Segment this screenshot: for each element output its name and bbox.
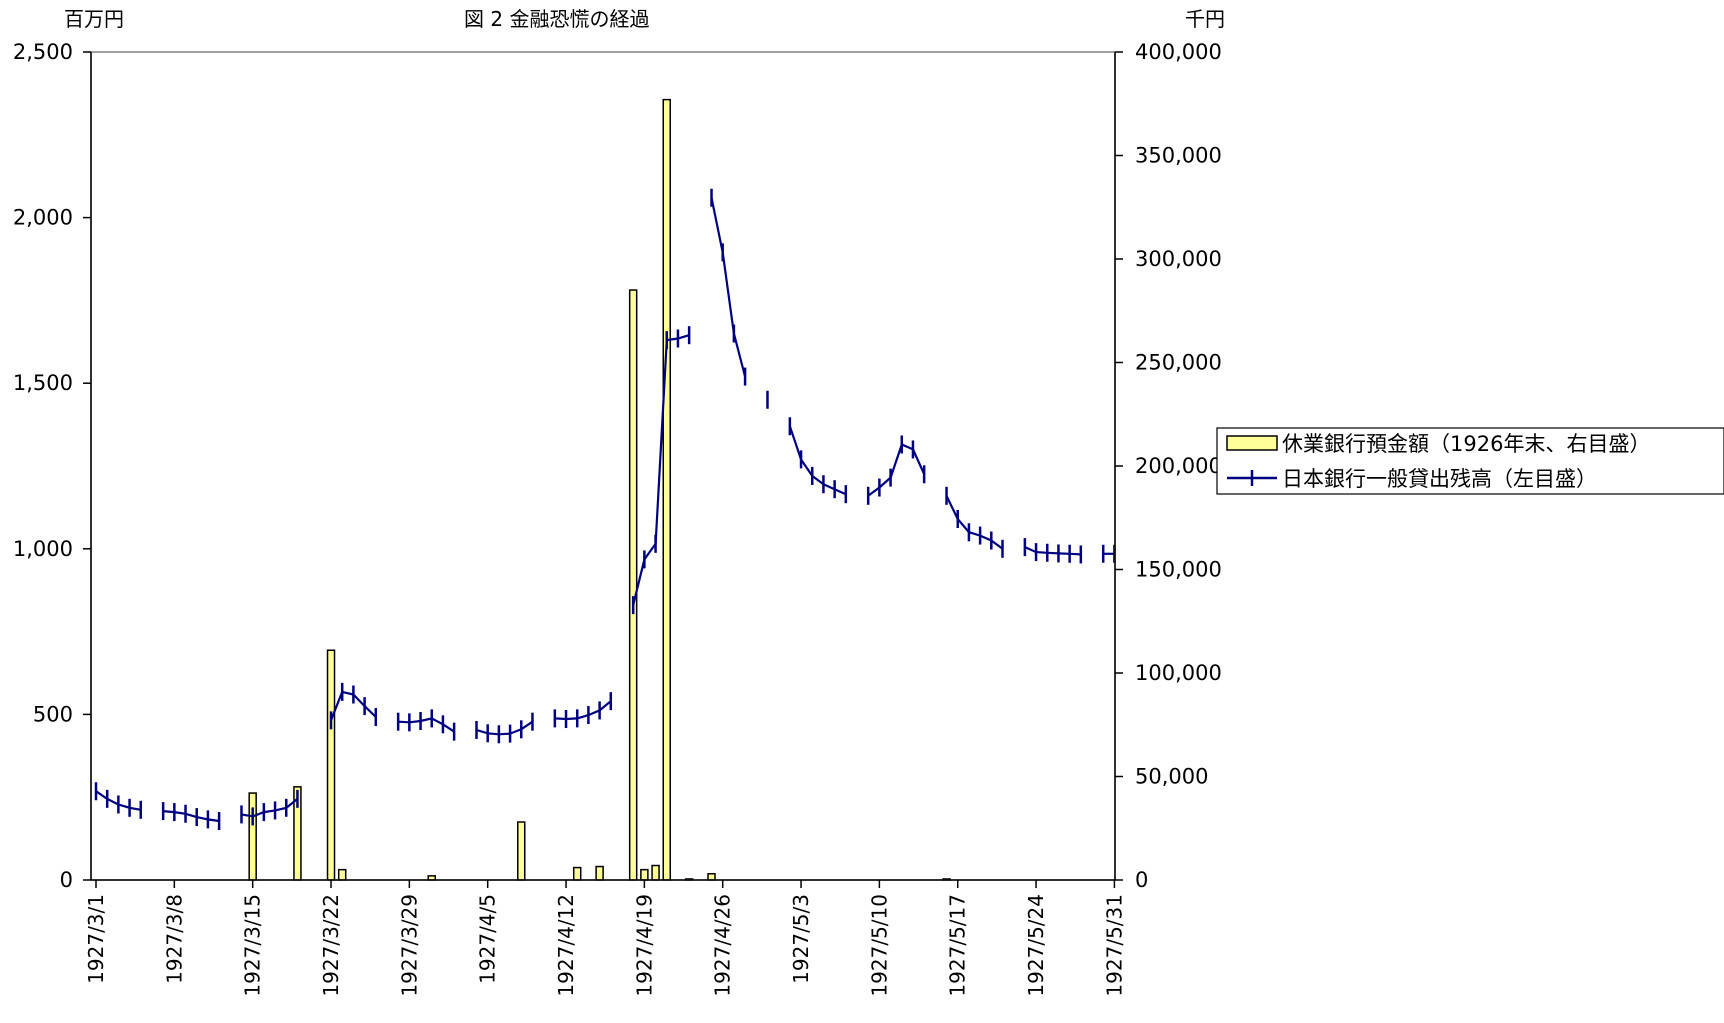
x-tick-label: 1927/3/1 bbox=[84, 894, 108, 984]
x-tick-label: 1927/5/10 bbox=[867, 894, 891, 997]
right-tick-label: 150,000 bbox=[1135, 558, 1222, 582]
bar-mark bbox=[517, 821, 526, 881]
bar-mark bbox=[595, 865, 604, 881]
left-tick-label: 2,500 bbox=[13, 40, 73, 64]
x-tick-label: 1927/3/29 bbox=[397, 894, 421, 997]
left-tick-label: 1,000 bbox=[13, 537, 73, 561]
left-tick-label: 2,000 bbox=[13, 206, 73, 230]
bar-mark bbox=[248, 792, 257, 881]
right-tick-label: 100,000 bbox=[1135, 661, 1222, 685]
right-tick-label: 0 bbox=[1135, 868, 1148, 892]
line-segment bbox=[241, 798, 299, 818]
left-tick-label: 0 bbox=[60, 868, 73, 892]
legend-box bbox=[1216, 427, 1724, 495]
chart-title: 図 2 金融恐慌の経過 bbox=[464, 7, 649, 31]
legend-label-line: 日本銀行一般貸出残高（左目盛） bbox=[1282, 467, 1597, 491]
bar-mark bbox=[707, 873, 716, 881]
bar-series-layer bbox=[248, 98, 951, 881]
right-tick-label: 350,000 bbox=[1135, 144, 1222, 168]
bar-mark bbox=[572, 866, 582, 881]
line-segment bbox=[945, 495, 1004, 550]
x-tick-label: 1927/5/24 bbox=[1024, 894, 1048, 997]
line-segment bbox=[398, 717, 455, 733]
bar-mark bbox=[651, 864, 660, 881]
right-tick-label: 50,000 bbox=[1135, 765, 1208, 789]
bar-mark bbox=[640, 868, 649, 881]
x-tick-label: 1927/4/19 bbox=[632, 894, 656, 997]
legend: 休業銀行預金額（1926年末、右目盛） 日本銀行一般貸出残高（左目盛） bbox=[1216, 427, 1724, 495]
line-segment bbox=[476, 720, 534, 736]
x-tick-label: 1927/4/12 bbox=[554, 894, 578, 997]
x-tick-label: 1927/4/26 bbox=[711, 894, 735, 997]
bar-mark bbox=[662, 98, 672, 881]
line-segment bbox=[710, 197, 747, 377]
line-segment bbox=[163, 810, 220, 823]
axis-ticks-layer: 0 500 1,000 1,500 2,000 2,500 0 50,000 100,000 15… bbox=[13, 40, 1222, 997]
x-tick-label: 1927/5/17 bbox=[946, 894, 970, 997]
x-tick-label: 1927/5/31 bbox=[1102, 894, 1126, 997]
line-segment bbox=[867, 443, 926, 497]
left-tick-label: 500 bbox=[33, 702, 73, 726]
x-tick-label: 1927/3/8 bbox=[162, 894, 186, 984]
line-segment bbox=[554, 700, 612, 721]
bar-mark bbox=[337, 868, 347, 881]
right-tick-label: 400,000 bbox=[1135, 40, 1222, 64]
x-tick-label: 1927/5/3 bbox=[789, 894, 813, 984]
line-segment bbox=[788, 425, 847, 496]
line-segment bbox=[632, 334, 690, 606]
legend-swatch-bar bbox=[1226, 435, 1278, 451]
x-tick-label: 1927/3/15 bbox=[241, 894, 265, 997]
x-tick-label: 1927/3/22 bbox=[319, 894, 343, 997]
right-tick-label: 200,000 bbox=[1135, 454, 1222, 478]
right-tick-label: 300,000 bbox=[1135, 247, 1222, 271]
x-tick-label: 1927/4/5 bbox=[476, 894, 500, 984]
line-segment bbox=[1024, 546, 1081, 556]
bar-mark bbox=[628, 289, 638, 881]
plot-area-frame bbox=[90, 51, 1116, 881]
line-series-layer bbox=[94, 188, 1116, 831]
left-tick-label: 1,500 bbox=[13, 371, 73, 395]
left-axis-unit: 百万円 bbox=[64, 7, 124, 31]
right-tick-label: 250,000 bbox=[1135, 351, 1222, 375]
bar-mark bbox=[326, 649, 336, 881]
right-axis-unit: 千円 bbox=[1185, 7, 1225, 31]
legend-label-bar: 休業銀行預金額（1926年末、右目盛） bbox=[1282, 432, 1650, 456]
